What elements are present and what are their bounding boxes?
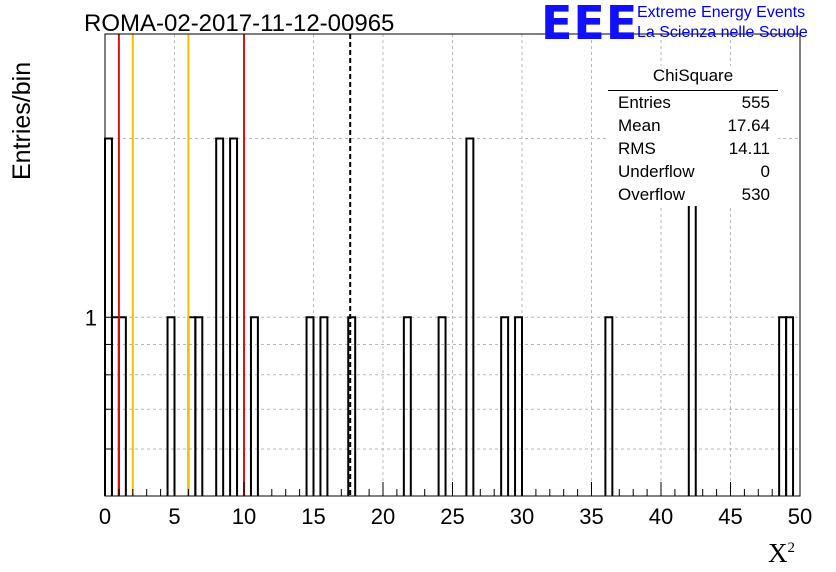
stats-label: RMS: [618, 139, 656, 158]
x-tick-label: 40: [649, 504, 673, 529]
histogram-bin: [604, 316, 614, 496]
histogram-bin: [249, 316, 259, 496]
x-tick-label: 15: [301, 504, 325, 529]
histogram-bin: [465, 137, 475, 496]
x-tick-label: 45: [718, 504, 742, 529]
logo-caption-line1: Extreme Energy Events: [637, 4, 806, 21]
logo-letters: EEE: [541, 0, 639, 50]
histogram-bin: [319, 316, 329, 496]
x-tick-label: 20: [371, 504, 395, 529]
stats-row-underflow: Underflow 0: [608, 160, 778, 183]
histogram-bin: [514, 316, 523, 496]
histogram-bin: [166, 316, 176, 496]
stats-label: Mean: [618, 116, 661, 135]
histogram-bin: [347, 316, 357, 496]
stats-value: 17.64: [727, 116, 770, 135]
stats-box: ChiSquare Entries 555 Mean 17.64 RMS 14.…: [608, 66, 778, 206]
stats-value: 530: [741, 185, 770, 204]
x-tick-label: 0: [99, 504, 111, 529]
histogram-bin: [194, 316, 204, 496]
x-tick-label: 30: [510, 504, 534, 529]
stats-row-overflow: Overflow 530: [608, 183, 778, 206]
x-tick-label: 5: [168, 504, 180, 529]
logo-caption-line2: La Scienza nelle Scuole: [637, 24, 808, 41]
stats-row-mean: Mean 17.64: [608, 114, 778, 137]
stats-value: 14.11: [728, 139, 770, 158]
y-axis-label: Entries/bin: [8, 61, 36, 180]
x-axis-label-superscript: 2: [787, 540, 796, 556]
histogram-bin: [437, 316, 447, 496]
histogram-bin: [229, 137, 239, 496]
stats-label: Underflow: [618, 162, 695, 181]
x-axis-label-base: X: [768, 538, 788, 568]
stats-row-entries: Entries 555: [608, 91, 778, 114]
histogram-bin: [305, 316, 315, 496]
x-tick-label: 10: [232, 504, 256, 529]
x-tick-label: 35: [579, 504, 603, 529]
histogram-bin: [215, 137, 225, 496]
stats-title: ChiSquare: [608, 66, 778, 91]
histogram-bin: [500, 316, 510, 496]
histogram-bin: [785, 316, 795, 496]
stats-value: 0: [760, 162, 770, 181]
eee-logo: EEE: [541, 0, 637, 50]
stats-label: Entries: [618, 93, 671, 112]
y-tick-label: 1: [85, 305, 97, 330]
chart-title: ROMA-02-2017-11-12-00965: [84, 10, 395, 37]
x-tick-label: 25: [440, 504, 464, 529]
stats-value: 555: [741, 93, 770, 112]
stats-label: Overflow: [618, 185, 686, 204]
histogram-bin: [402, 316, 412, 496]
x-tick-label: 50: [788, 504, 812, 529]
x-axis-label: X2: [768, 538, 795, 569]
stats-row-rms: RMS 14.11: [608, 137, 778, 160]
